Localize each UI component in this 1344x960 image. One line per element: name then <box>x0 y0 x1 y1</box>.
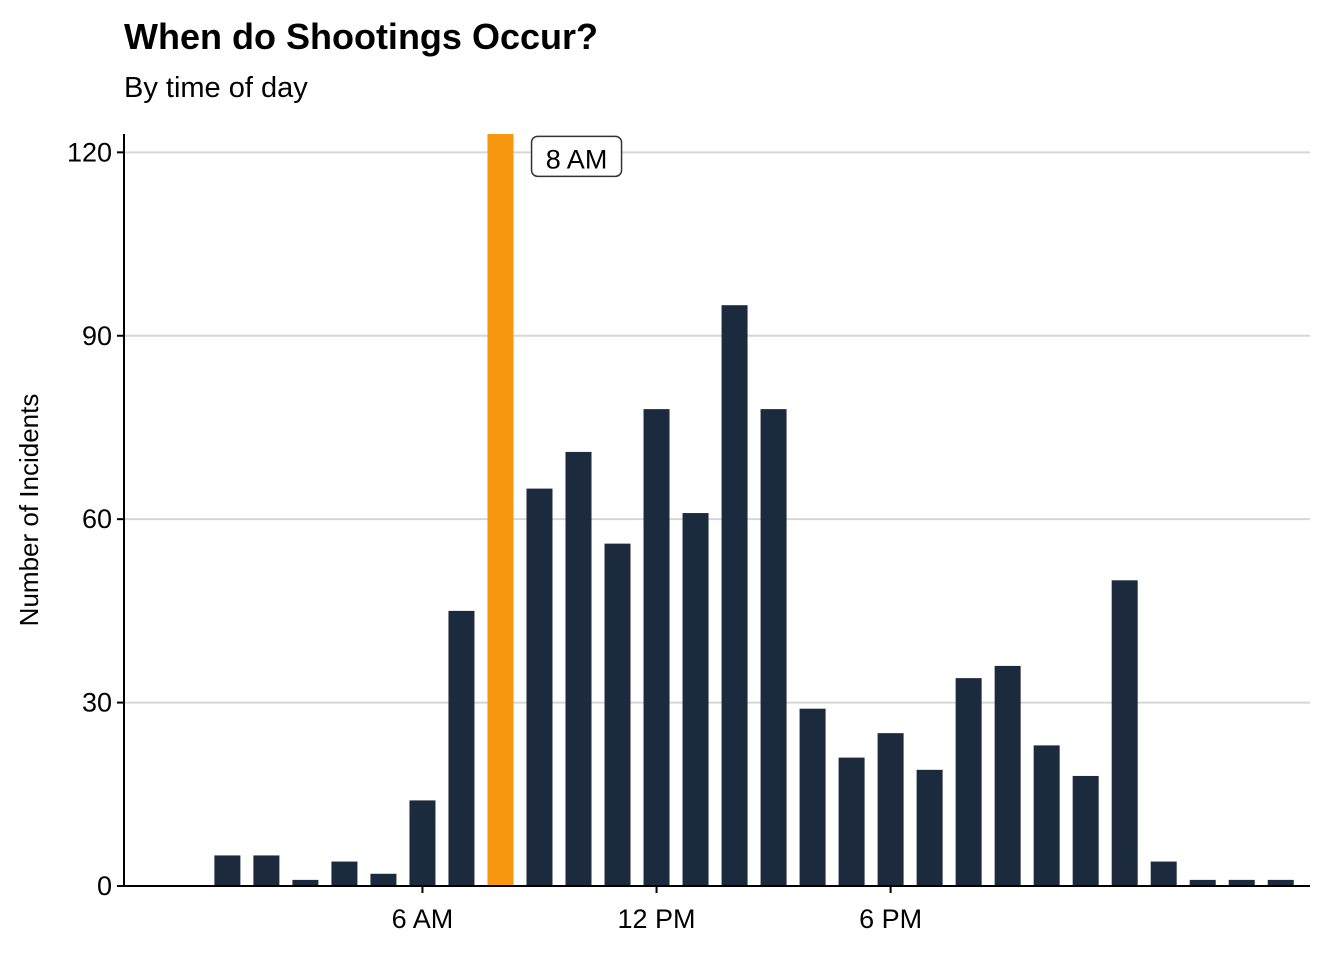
y-tick-label: 90 <box>82 321 112 351</box>
axes <box>123 134 1310 887</box>
bar <box>1189 879 1216 886</box>
bar <box>955 678 982 886</box>
x-tick-label: 12 PM <box>618 904 696 934</box>
bar <box>877 733 904 886</box>
bar <box>838 757 865 886</box>
bar <box>1150 861 1177 886</box>
bar <box>1228 879 1255 886</box>
annotation: 8 AM <box>530 135 623 178</box>
y-axis-title: Number of Incidents <box>14 394 44 627</box>
bar <box>1072 775 1099 886</box>
y-tick-label: 0 <box>97 871 112 901</box>
x-tick-label: 6 PM <box>859 904 922 934</box>
bar <box>292 879 319 886</box>
bar <box>565 451 592 886</box>
bar <box>1033 745 1060 886</box>
bar <box>1111 580 1138 886</box>
chart-title: When do Shootings Occur? <box>124 16 598 57</box>
y-tick-label: 60 <box>82 504 112 534</box>
bar <box>721 305 748 886</box>
bar <box>760 409 787 886</box>
bar <box>214 855 241 886</box>
bar <box>253 855 280 886</box>
bar <box>331 861 358 886</box>
chart-subtitle: By time of day <box>124 72 308 104</box>
bar <box>994 665 1021 886</box>
x-tick-label: 6 AM <box>392 904 454 934</box>
annotation-box <box>530 135 623 178</box>
bar <box>799 708 826 886</box>
annotation-label: 8 AM <box>546 144 608 174</box>
bar-highlighted <box>487 134 514 886</box>
y-tick-label: 30 <box>82 688 112 718</box>
bar <box>682 513 709 886</box>
bar <box>604 543 631 886</box>
bar <box>448 610 475 886</box>
bar <box>1267 879 1294 886</box>
bar <box>370 873 397 886</box>
y-axis-ticks: 0 30 60 90 120 <box>67 137 124 901</box>
bar <box>643 409 670 886</box>
x-axis-ticks: 6 AM 12 PM 6 PM <box>392 886 922 934</box>
y-tick-label: 120 <box>67 137 112 167</box>
bars <box>214 134 1294 886</box>
bar <box>916 769 943 886</box>
bar <box>409 800 436 886</box>
bar <box>526 488 553 886</box>
